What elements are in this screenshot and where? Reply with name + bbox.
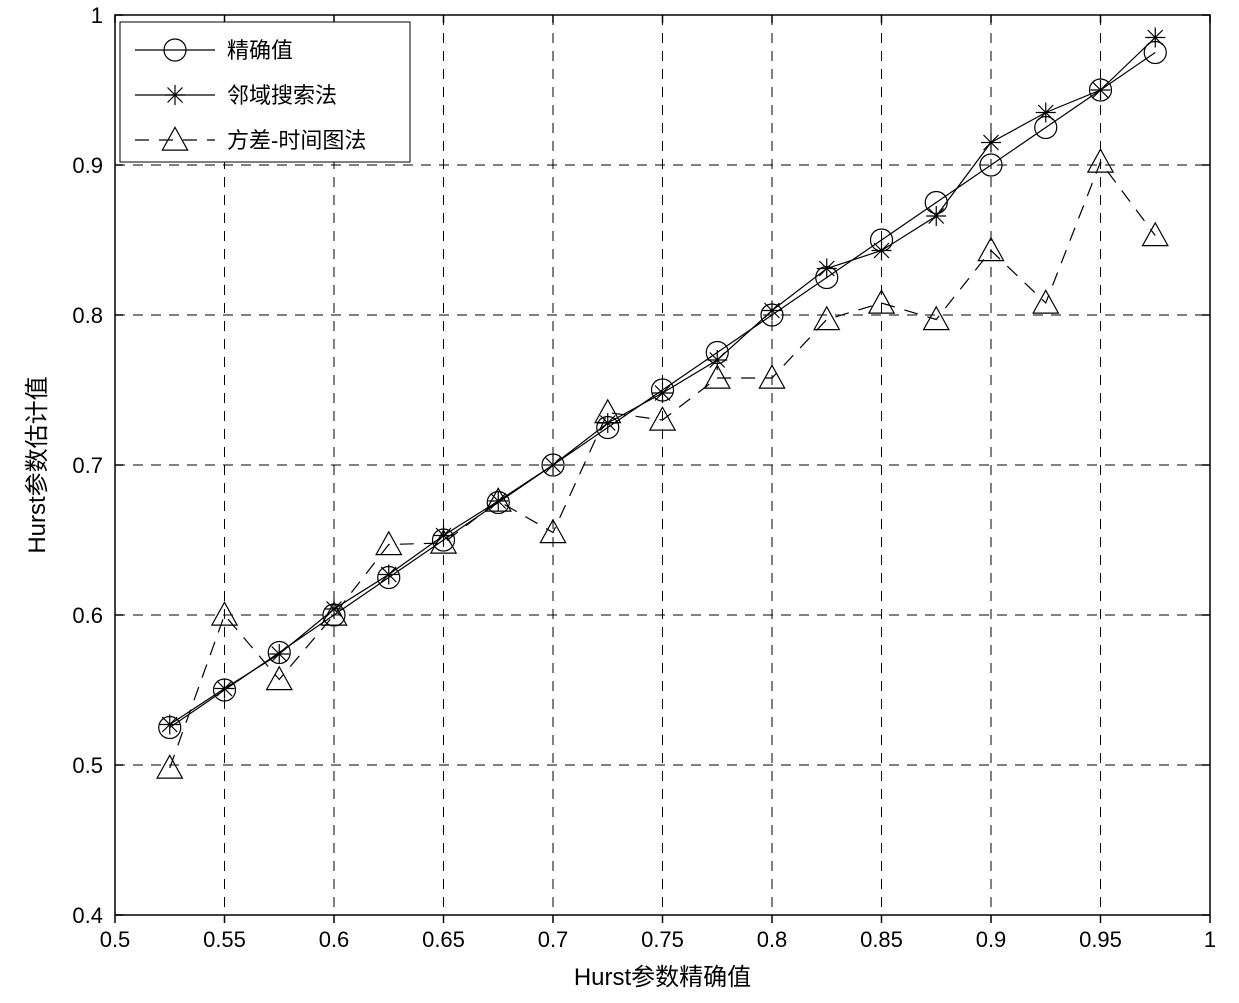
x-axis-label: Hurst参数精确值 xyxy=(574,964,751,991)
legend-item-label: 精确值 xyxy=(227,38,293,63)
x-tick-label: 0.7 xyxy=(538,927,569,952)
y-tick-label: 0.4 xyxy=(72,903,103,928)
legend: 精确值邻域搜索法方差-时间图法 xyxy=(120,22,410,162)
x-tick-label: 0.5 xyxy=(100,927,131,952)
y-axis-label: Hurst参数估计值 xyxy=(24,376,51,553)
x-tick-label: 0.6 xyxy=(319,927,350,952)
x-tick-label: 0.55 xyxy=(203,927,246,952)
x-tick-label: 0.95 xyxy=(1079,927,1122,952)
legend-item-label: 邻域搜索法 xyxy=(227,83,337,108)
y-tick-label: 0.8 xyxy=(72,303,103,328)
x-tick-label: 0.85 xyxy=(860,927,903,952)
y-tick-label: 0.6 xyxy=(72,603,103,628)
x-tick-label: 1 xyxy=(1204,927,1216,952)
chart-container: 0.50.550.60.650.70.750.80.850.90.9510.40… xyxy=(0,0,1239,1003)
x-tick-label: 0.9 xyxy=(976,927,1007,952)
y-tick-label: 0.7 xyxy=(72,453,103,478)
chart-svg: 0.50.550.60.650.70.750.80.850.90.9510.40… xyxy=(0,0,1239,1003)
x-tick-label: 0.8 xyxy=(757,927,788,952)
y-tick-label: 0.9 xyxy=(72,153,103,178)
x-tick-label: 0.65 xyxy=(422,927,465,952)
y-tick-label: 1 xyxy=(91,3,103,28)
legend-item-label: 方差-时间图法 xyxy=(227,128,366,153)
x-tick-label: 0.75 xyxy=(641,927,684,952)
y-tick-label: 0.5 xyxy=(72,753,103,778)
